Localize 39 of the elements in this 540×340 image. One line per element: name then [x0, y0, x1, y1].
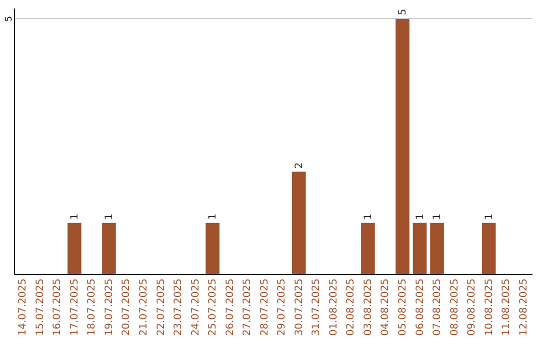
x-tick-label: 24.07.2025: [190, 278, 202, 336]
data-label: 1: [484, 213, 495, 220]
x-tick-label: 31.07.2025: [311, 278, 322, 336]
x-tick-label: 17.07.2025: [69, 278, 80, 336]
x-tick-label: 26.07.2025: [224, 278, 236, 336]
x-tick-label: 25.07.2025: [208, 278, 219, 336]
x-tick-label: 15.07.2025: [34, 278, 46, 336]
x-tick-label: 01.08.2025: [328, 278, 340, 336]
x-tick-label: 02.08.2025: [346, 278, 357, 336]
x-tick-label: 18.07.2025: [86, 278, 98, 336]
x-tick-label: 04.08.2025: [380, 278, 392, 336]
x-tick-label: 29.07.2025: [276, 278, 288, 336]
x-tick-label: 06.08.2025: [414, 278, 426, 336]
x-tick-label: 30.07.2025: [294, 278, 305, 336]
x-tick-label: 11.08.2025: [501, 278, 512, 336]
x-tick-label: 16.07.2025: [52, 278, 64, 336]
x-tick-label: 23.07.2025: [173, 278, 184, 336]
data-label: 1: [432, 213, 444, 220]
data-label: 1: [69, 213, 80, 220]
x-tick-label: 07.08.2025: [432, 278, 444, 336]
x-tick-label: 21.07.2025: [138, 278, 150, 336]
data-label: 2: [294, 162, 305, 169]
data-label: 1: [208, 213, 219, 220]
x-tick-label: 10.08.2025: [484, 278, 495, 336]
x-tick-label: 28.07.2025: [259, 278, 270, 336]
x-tick-label: 08.08.2025: [449, 278, 460, 336]
x-tick-label: 03.08.2025: [362, 278, 374, 336]
x-tick-label: 19.07.2025: [104, 278, 115, 336]
x-tick-label: 12.08.2025: [518, 278, 530, 336]
x-tick-label: 09.08.2025: [466, 278, 478, 336]
x-tick-label: 27.07.2025: [242, 278, 254, 336]
data-label: 1: [362, 213, 374, 220]
x-tick-label: 22.07.2025: [156, 278, 167, 336]
x-tick-label: 20.07.2025: [121, 278, 132, 336]
data-label: 1: [414, 213, 426, 220]
x-tick-label: 05.08.2025: [398, 278, 408, 336]
data-label: 5: [398, 8, 408, 16]
data-label: 1: [104, 213, 115, 220]
x-tick-label: 14.07.2025: [18, 278, 29, 336]
